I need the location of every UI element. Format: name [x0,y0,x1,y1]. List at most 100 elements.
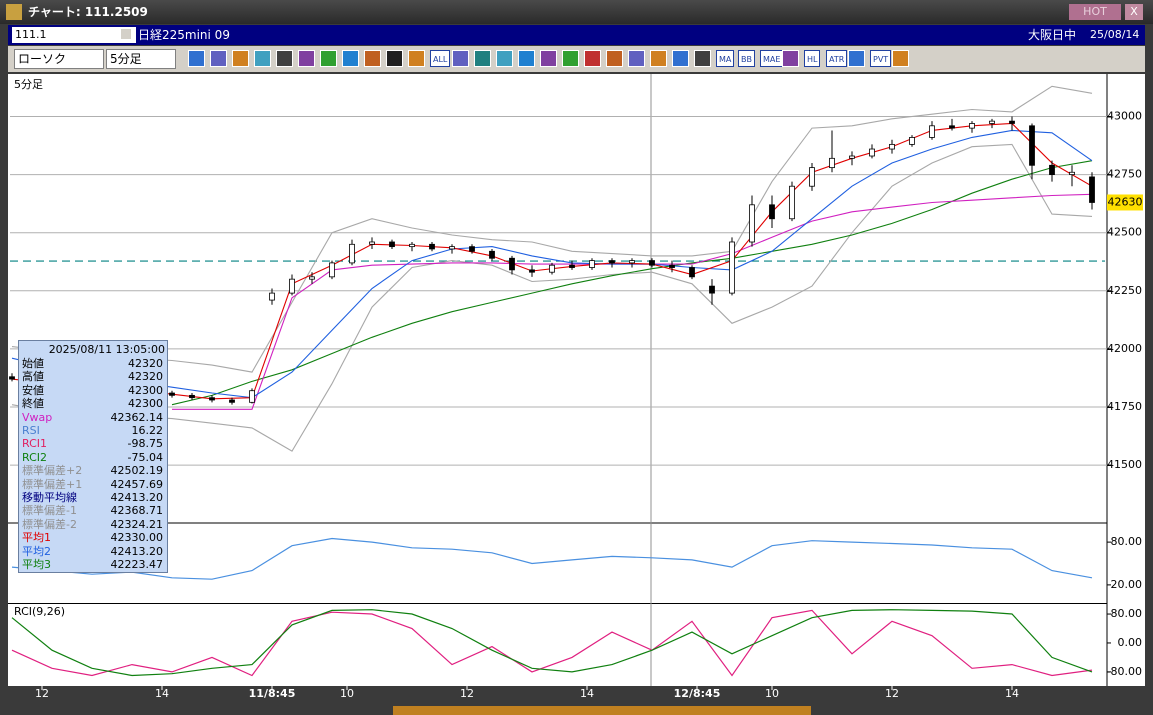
info-value: 42223.47 [110,558,164,571]
tool-icon[interactable] [848,50,865,67]
info-label: 終値 [22,397,44,411]
code-input[interactable]: 111.1 [12,27,136,43]
info-label: RSI [22,424,40,437]
tool-icon[interactable] [298,50,315,67]
info-label: RCI2 [22,450,48,464]
tool-icon[interactable] [694,50,711,67]
scrollbar-thumb[interactable] [393,706,811,715]
tool-icon[interactable] [650,50,667,67]
tool-icon[interactable] [672,50,689,67]
tool-icon[interactable] [518,50,535,67]
x-axis-band [8,686,1145,705]
tool-icon[interactable] [540,50,557,67]
info-label: 標準偏差+2 [22,464,83,478]
x-tick-label: 12 [460,687,474,700]
indicator-line [11,537,1093,580]
x-tick-label: 12 [885,687,899,700]
candle-body [209,397,215,401]
tool-icon[interactable] [320,50,337,67]
tool-button[interactable]: ATR [826,50,848,67]
tool-button[interactable]: MA [716,50,735,67]
tool-icon[interactable] [892,50,909,67]
candle-body [1009,120,1015,124]
candle-body [949,125,955,129]
tool-icon[interactable] [782,50,799,67]
tool-button[interactable]: PVT [870,50,892,67]
tool-button[interactable]: ALL [430,50,451,67]
indicator-line [171,160,1093,406]
indicator-line [11,85,1093,373]
info-row: 標準偏差-2 42324.21 [22,518,165,531]
info-value: 42457.69 [110,477,164,491]
candle-body [389,241,395,248]
dropdown-arrow[interactable] [121,29,131,39]
tool-icon[interactable] [210,50,227,67]
indicator-line [11,143,1093,452]
info-row: 標準偏差+1 42457.69 [22,478,165,491]
chart-style-select[interactable]: ローソク [14,49,104,69]
candle-body [549,264,555,273]
info-row: 移動平均線 42413.20 [22,491,165,504]
candle-body [529,269,535,273]
tool-button[interactable]: HL [804,50,821,67]
info-label: RCI1 [22,437,48,451]
info-value: 42300 [128,383,163,397]
candle-body [189,394,195,399]
candle-body [849,155,855,159]
tool-icon[interactable] [584,50,601,67]
tool-icon[interactable] [342,50,359,67]
candle-body [969,123,975,129]
y-tick-label: 41750 [1107,400,1142,413]
tool-icon[interactable] [386,50,403,67]
info-value: 42320 [128,357,163,370]
close-button[interactable]: X [1125,4,1143,20]
info-row: 平均2 42413.20 [22,545,165,558]
x-tick-label: 10 [340,687,354,700]
info-row: 終値 42300 [22,397,165,410]
pane-title: RCI(9,26) [14,605,65,618]
interval-select[interactable]: 5分足 [106,49,176,69]
candle-body [1029,125,1035,166]
tool-button[interactable]: BB [738,50,755,67]
tool-icon[interactable] [276,50,293,67]
info-row: 標準偏差+2 42502.19 [22,464,165,477]
candle-body [769,204,775,220]
x-tick-label: 14 [155,687,169,700]
chart-background [8,74,1145,686]
tool-icon[interactable] [408,50,425,67]
candle-body [749,204,755,243]
y-tick-label: 80.00 [1111,607,1143,620]
info-box: 2025/08/11 13:05:00 始値 42320 高値 42320 安値 4230… [18,340,168,573]
info-row: Vwap 42362.14 [22,411,165,424]
info-label: 標準偏差-1 [22,504,77,518]
tool-icon[interactable] [188,50,205,67]
tool-icons: ALL MA BB MAE HL ATR PVT [188,49,1088,69]
info-label: 安値 [22,383,44,397]
app-icon [6,4,22,20]
tool-icon[interactable] [606,50,623,67]
tool-icon[interactable] [474,50,491,67]
candle-body [709,285,715,294]
info-value: 16.22 [131,424,164,437]
chart: 5分足 RCI(9,26) 41500 41750 42000 42250 42500 4… [8,74,1145,715]
tool-icon[interactable] [232,50,249,67]
tool-icon[interactable] [562,50,579,67]
tool-icon[interactable] [254,50,271,67]
candle-body [9,376,15,380]
y-tick-label: 42750 [1107,168,1142,181]
info-label: 平均1 [22,531,51,545]
y-tick-label: 20.00 [1111,578,1143,591]
hot-button[interactable]: HOT [1069,4,1121,20]
tool-icon[interactable] [452,50,469,67]
tool-button[interactable]: MAE [760,50,784,67]
tool-icon[interactable] [496,50,513,67]
last-price-label: 42630 [1108,195,1143,208]
tool-icon[interactable] [628,50,645,67]
info-label: 平均3 [22,558,51,571]
pane-title: 5分足 [14,78,43,91]
tool-icon[interactable] [364,50,381,67]
info-row: 平均3 42223.47 [22,558,165,571]
info-row: 安値 42300 [22,384,165,397]
info-value: 42330.00 [110,531,164,545]
